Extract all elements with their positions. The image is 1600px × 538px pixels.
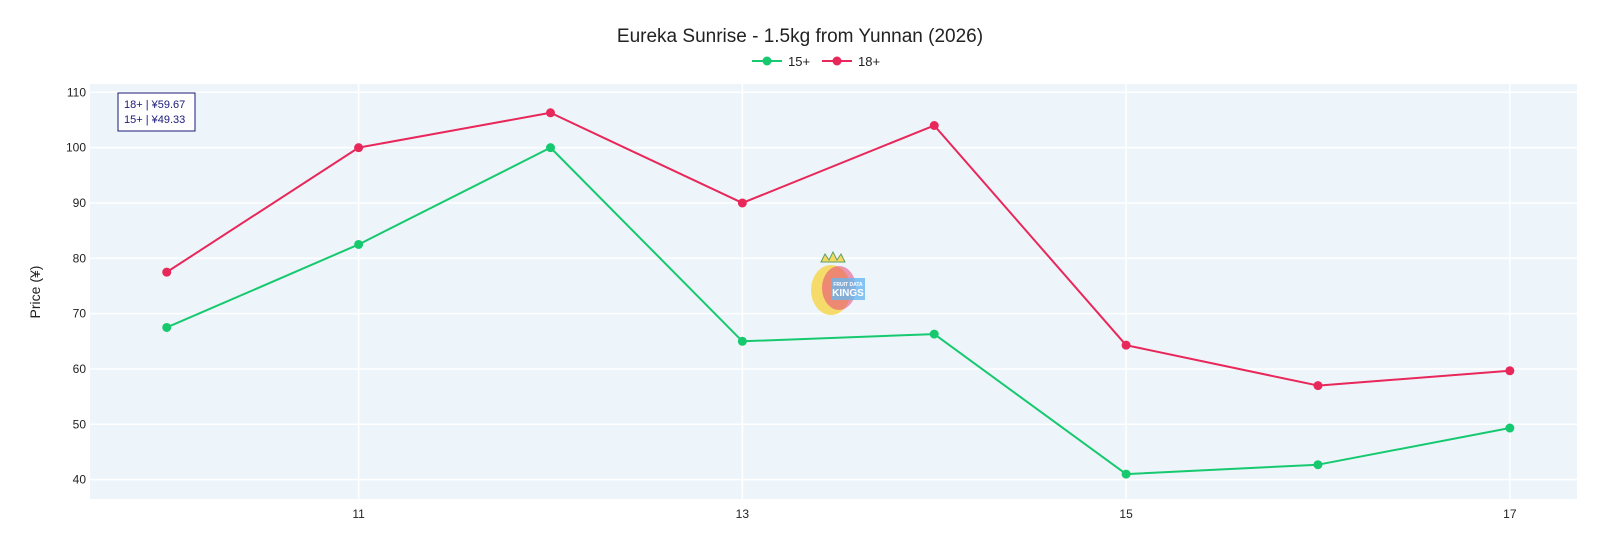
y-axis-title: Price (¥) [27, 266, 43, 319]
y-tick-label: 90 [73, 196, 87, 210]
watermark-logo: FRUIT DATA KINGS [811, 250, 865, 315]
data-point[interactable] [1505, 423, 1515, 433]
data-point[interactable] [545, 108, 555, 118]
series-line [166, 111, 1510, 387]
y-tick-label: 70 [73, 307, 87, 321]
series-18-group [162, 108, 1515, 391]
data-point[interactable] [354, 239, 364, 249]
legend[interactable]: 15+ 18+ [752, 54, 880, 69]
data-point[interactable] [1313, 381, 1323, 391]
annotation-line: 18+ | ¥59.67 [124, 99, 185, 111]
data-point[interactable] [545, 143, 555, 153]
data-point[interactable] [737, 336, 747, 346]
y-tick-label: 40 [73, 473, 87, 487]
x-tick-labels: 11 13 15 17 [352, 507, 1516, 521]
annotation-border [117, 92, 196, 132]
data-point[interactable] [929, 121, 939, 130]
data-point[interactable] [929, 329, 939, 339]
watermark-text-large: KINGS [832, 288, 864, 299]
y-tick-label: 80 [73, 251, 87, 265]
legend-item[interactable]: 18+ [822, 54, 880, 69]
data-point[interactable] [1121, 340, 1131, 350]
data-point[interactable] [1121, 469, 1131, 479]
data-point[interactable] [1313, 460, 1323, 470]
data-point[interactable] [162, 322, 172, 332]
y-tick-label: 100 [66, 141, 86, 155]
price-annotation: 18+ | ¥59.67 15+ | ¥49.33 [117, 92, 196, 132]
y-tick-labels: 40 50 60 70 80 90 100 110 [66, 85, 86, 486]
y-tick-label: 60 [73, 362, 87, 376]
x-tick-label: 11 [352, 507, 365, 521]
series-layer [162, 108, 1515, 479]
data-point[interactable] [737, 198, 747, 208]
legend-marker [762, 56, 772, 66]
series-15-group [162, 143, 1515, 479]
data-point[interactable] [162, 267, 172, 277]
x-tick-label: 15 [1119, 507, 1133, 521]
y-tick-label: 110 [67, 85, 86, 99]
data-point[interactable] [354, 143, 364, 153]
x-tick-label: 17 [1503, 507, 1517, 521]
watermark-text-small: FRUIT DATA [833, 282, 863, 288]
legend-label: 18+ [858, 54, 880, 69]
y-tick-label: 50 [73, 417, 87, 431]
annotation-line: 15+ | ¥49.33 [124, 114, 185, 126]
x-tick-label: 13 [736, 507, 750, 521]
series-line [166, 146, 1511, 476]
legend-item[interactable]: 15+ [752, 54, 810, 69]
legend-marker [832, 56, 842, 66]
legend-label: 15+ [788, 54, 810, 69]
chart-title: Eureka Sunrise - 1.5kg from Yunnan (2026… [617, 26, 983, 47]
data-point[interactable] [1505, 366, 1515, 376]
